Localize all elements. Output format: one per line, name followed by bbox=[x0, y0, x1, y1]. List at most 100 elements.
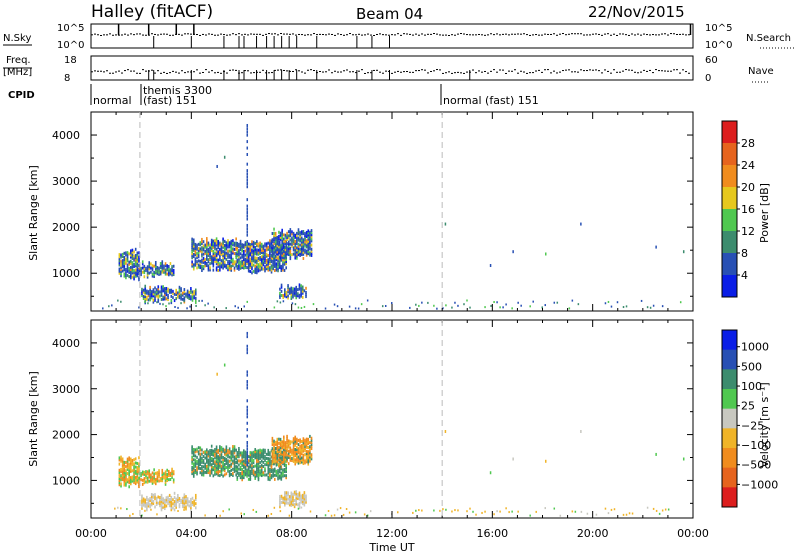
range-cell bbox=[304, 459, 306, 463]
range-cell bbox=[273, 262, 276, 266]
range-cell bbox=[273, 269, 276, 273]
range-cell bbox=[194, 450, 197, 454]
freq-point bbox=[328, 69, 330, 71]
nsky-point bbox=[541, 34, 543, 36]
range-cell bbox=[120, 265, 122, 269]
range-cell bbox=[156, 471, 159, 475]
ground-cell bbox=[505, 507, 507, 510]
freq-point bbox=[187, 71, 189, 73]
range-cell bbox=[141, 494, 143, 498]
range-cell bbox=[236, 241, 239, 245]
range-cell bbox=[307, 452, 310, 456]
nsky-point bbox=[559, 33, 561, 35]
range-cell bbox=[180, 498, 182, 502]
range-cell bbox=[239, 243, 242, 247]
range-cell bbox=[290, 290, 293, 294]
range-cell bbox=[166, 268, 168, 272]
range-cell bbox=[264, 467, 266, 471]
freq-point bbox=[553, 70, 555, 72]
range-cell bbox=[239, 474, 242, 478]
range-cell bbox=[214, 462, 216, 466]
range-cell bbox=[192, 255, 195, 259]
colorbar-swatch bbox=[722, 448, 737, 469]
range-cell bbox=[160, 293, 163, 297]
range-cell bbox=[153, 474, 155, 478]
range-cell bbox=[236, 477, 239, 481]
range-cell bbox=[215, 472, 218, 476]
range-cell bbox=[241, 453, 243, 457]
range-cell bbox=[297, 288, 299, 292]
freq-point bbox=[301, 71, 303, 73]
range-cell bbox=[301, 502, 304, 506]
range-cell bbox=[233, 266, 236, 270]
range-cell bbox=[202, 473, 205, 477]
range-cell bbox=[297, 438, 300, 442]
range-cell bbox=[256, 466, 258, 470]
range-cell bbox=[243, 451, 245, 455]
range-cell bbox=[265, 461, 268, 465]
range-cell bbox=[286, 441, 288, 445]
range-cell bbox=[285, 467, 287, 471]
range-cell bbox=[140, 266, 142, 270]
range-cell bbox=[181, 498, 184, 502]
power-colorbar-label: Power [dB] bbox=[758, 183, 771, 243]
range-cell bbox=[162, 501, 164, 505]
colorbar-swatch bbox=[722, 487, 737, 508]
range-cell bbox=[130, 259, 132, 263]
range-cell bbox=[285, 497, 288, 501]
range-cell bbox=[206, 261, 208, 265]
range-cell bbox=[289, 246, 292, 250]
range-cell bbox=[292, 494, 294, 498]
range-cell bbox=[142, 499, 145, 503]
range-cell bbox=[220, 448, 223, 452]
range-cell bbox=[281, 239, 283, 243]
range-cell bbox=[239, 451, 242, 455]
range-cell bbox=[183, 292, 186, 296]
range-cell bbox=[143, 264, 146, 268]
range-cell bbox=[202, 267, 205, 271]
freq-point bbox=[106, 70, 108, 72]
range-cell bbox=[278, 468, 281, 472]
nsky-point bbox=[463, 33, 465, 35]
freq-point bbox=[199, 72, 201, 74]
ground-cell bbox=[129, 514, 131, 517]
range-cell bbox=[219, 258, 221, 262]
range-cell bbox=[206, 468, 208, 472]
range-cell bbox=[165, 498, 168, 502]
ground-cell bbox=[529, 305, 531, 308]
nsky-point bbox=[403, 33, 405, 35]
range-cell bbox=[196, 466, 198, 470]
range-cell bbox=[270, 264, 273, 268]
range-cell bbox=[236, 453, 239, 457]
range-cell bbox=[128, 458, 130, 462]
range-cell bbox=[210, 450, 213, 454]
range-cell bbox=[259, 454, 261, 458]
range-cell bbox=[143, 472, 146, 476]
freq-point bbox=[409, 71, 411, 73]
range-cell bbox=[191, 447, 193, 451]
streak-cell bbox=[246, 444, 249, 448]
ground-cell bbox=[412, 511, 414, 514]
streak-cell bbox=[246, 211, 249, 215]
range-cell bbox=[233, 463, 236, 467]
range-cell bbox=[302, 449, 305, 453]
x-tick-label: 00:00 bbox=[75, 527, 107, 540]
range-cell bbox=[163, 472, 165, 476]
ground-cell bbox=[168, 302, 170, 305]
range-cell bbox=[138, 464, 140, 468]
range-cell bbox=[274, 248, 277, 252]
range-cell bbox=[212, 453, 215, 457]
range-cell bbox=[284, 501, 286, 505]
freq-point bbox=[220, 72, 222, 74]
streak-cell bbox=[246, 230, 249, 234]
nsky-point bbox=[250, 33, 252, 35]
range-cell bbox=[236, 471, 239, 475]
range-cell bbox=[197, 255, 200, 259]
range-cell bbox=[191, 254, 193, 258]
range-cell bbox=[278, 437, 280, 441]
ground-cell bbox=[409, 306, 411, 309]
range-cell bbox=[236, 465, 239, 469]
range-cell bbox=[283, 468, 286, 472]
range-cell bbox=[183, 503, 186, 507]
nsky-point bbox=[454, 34, 456, 36]
